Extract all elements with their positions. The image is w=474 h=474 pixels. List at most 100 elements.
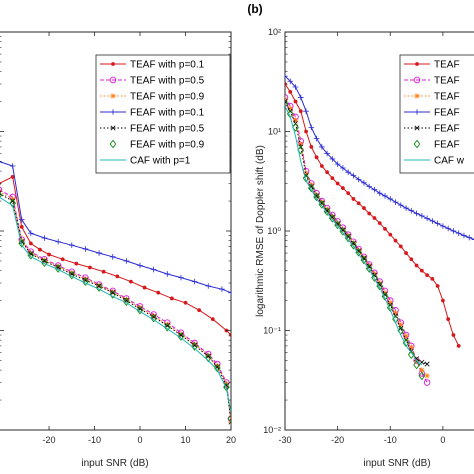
panel-b-series-3-point [419,367,425,373]
panel-a-series-6-point [204,353,212,363]
panel-b-series-3-point [424,373,430,379]
panel-a-series-1-point [88,265,92,270]
panel-a-series-4-point [41,235,48,241]
panel-a-series-4-point [228,289,231,296]
panel-b-series-1-point [456,344,461,348]
panel-a-series-6-point [213,363,221,373]
panel-a-series-3-point [164,321,171,328]
panel-a-series-5-point [96,283,102,289]
panel-b-series-6-point [297,145,305,155]
panel-b-series-5-line [285,101,428,365]
panel-a-series-3 [0,189,231,425]
panel-a-series-3-point [123,296,130,303]
panel-b-series-3-point [345,232,351,239]
panel-b-y-tick-label: 10⁻¹ [263,326,281,336]
panel-b-series-4-point [466,234,473,241]
panel-b-series-1-point [325,170,330,175]
panel-b-legend-label: FEAF [434,124,460,135]
panel-b-series-1-point [404,251,408,255]
panel-a-series-1-point [74,261,79,266]
panel-a-series-4-point [55,238,61,245]
panel-b-series-4-point [303,108,309,114]
panel-b-series-1-point [335,181,340,186]
panel-b-series-1-point [319,164,324,168]
panel-b-x-tick-label: -10 [384,435,397,445]
panel-a-series-4-point [150,266,157,273]
panel-a-series-6-point [177,332,185,341]
panel-b-series-4-point [285,73,288,79]
panel-a-legend-item: TEAF with p=0.9 [100,92,205,103]
panel-a-series-1-point [129,279,133,284]
panel-b-series-1 [285,82,461,348]
panel-b-series-4-point [345,169,351,175]
panel-a-series-3-point [214,363,221,369]
panel-b-series-1-point [314,155,319,160]
panel-b-series-1-line [285,83,460,347]
panel-a-legend-swatch-marker [109,139,117,149]
panel-b-series-5-point [285,99,288,105]
panel-b-series-4-point [329,156,336,162]
panel-a-series-1-point [38,247,42,252]
panel-b-series-4-point [376,190,383,196]
panel-b-series-3-point [319,199,325,205]
panel-b-series-4-point [445,225,451,232]
panel-b-series-4-point [403,205,409,211]
panel-a-series-4-point [82,246,89,252]
panel-a-series-4-point [178,274,184,281]
panel-a-series-5-point [0,190,2,196]
panel-a-x-tick-label: -10 [88,435,101,445]
panel-a-legend-item: TEAF with p=0.5 [100,76,205,87]
panel-b-series-4-point [413,210,420,217]
panel-b-series-4-point [371,186,378,193]
panel-a-legend: TEAF with p=0.1 TEAF with p=0.5 TEAF with … [95,54,231,174]
panel-b-series-1-point [383,226,387,231]
panel-a-legend-item: FEAF with p=0.5 [100,124,205,135]
panel-b-legend-item: TEAF [404,76,460,87]
panel-a-series-5-point [82,277,88,283]
panel-b-legend-label: FEAF [434,140,460,151]
panel-a-series-3-point [178,331,184,337]
panel-b-series-6-point [285,99,289,109]
panel-b-legend-item: CAF w [404,156,465,167]
panel-a-series-1-point [142,285,147,290]
panel-b-series-4-point [392,199,399,205]
panel-b-series-2-point [423,379,431,386]
panel-a-series-4-point [123,258,130,264]
panel-b-series-1-point [414,263,419,268]
panel-b-series-6-point [302,173,310,183]
panel-b-series-3-point [387,299,394,306]
panel-b-x-axis-label: input SNR (dB) [363,458,430,469]
panel-b-curves [285,73,474,386]
panel-a-series-1-point [115,274,120,279]
panel-b-series-1-point [372,216,377,220]
panel-b-series-3-point [397,321,404,328]
panel-b-series-1-point [362,206,366,210]
panel-a-series-6-point [136,305,144,315]
panel-b-series-3-point [324,206,330,213]
panel-b-series-3-point [392,310,399,316]
panel-b-y-ticks: 10⁻² 10⁻¹ 10⁰ 10¹ 10² [263,27,290,435]
panel-b-series-6-point [413,360,420,370]
panel-b-series-4-point [334,161,341,167]
panel-a-series-1-point [101,269,106,274]
panel-b-x-tick-label: -30 [278,435,291,445]
panel-a-series-3-point [150,313,157,319]
panel-a-legend-item: CAF with p=1 [100,156,191,167]
panel-b-series-4-point [287,78,294,85]
panel-b-series-5-point [335,221,341,227]
panel-a-series-6-point [109,290,117,299]
panel-a-series-6-point [68,270,76,280]
panel-a-legend-swatch-marker [111,62,115,66]
panel-a-plot: -20 -10 0 10 20 input SNR (dB) TEAF with p=0… [0,31,236,469]
panel-a-series-1-point [183,300,188,305]
panel-a-legend-label: TEAF with p=0.1 [130,60,205,71]
panel-a-series-1-point [169,296,174,301]
panel-b-series-4-point [350,172,357,179]
panel-a-series-4 [0,161,231,296]
panel-b-series-1-point [377,221,382,226]
panel-b-legend-box [399,54,474,174]
panel-b-legend-swatch-marker [414,125,420,131]
panel-b-series-1-point [346,191,351,196]
panel-b-series-1-point [393,238,398,243]
